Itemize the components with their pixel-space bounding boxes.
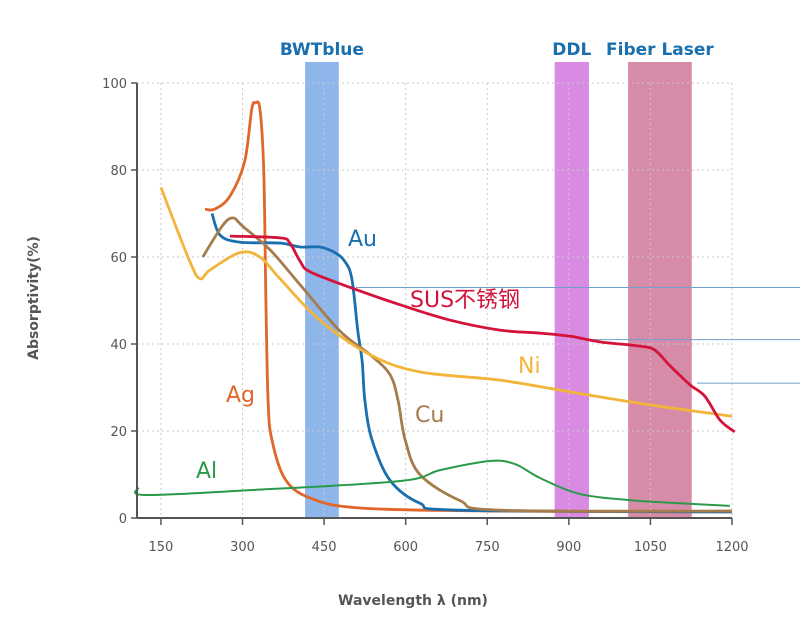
x-tick-label: 1050	[634, 540, 667, 555]
y-tick-label: 40	[110, 338, 127, 353]
band-1	[554, 62, 589, 518]
band-label: DDL	[552, 40, 591, 60]
y-tick-label: 80	[110, 164, 127, 179]
y-tick-label: 0	[119, 512, 127, 527]
series-line-0	[204, 100, 733, 514]
series-label: Al	[196, 459, 217, 484]
y-tick-label: 100	[102, 77, 127, 92]
band-0	[305, 62, 339, 518]
x-tick-label: 1200	[715, 540, 748, 555]
x-tick-label: 300	[230, 540, 255, 555]
series-label: Ag	[226, 383, 255, 408]
series-line-3	[159, 186, 733, 418]
band-2	[628, 62, 692, 518]
y-tick-label: 20	[110, 425, 127, 440]
series-label: Cu	[415, 403, 444, 428]
x-tick-label: 600	[393, 540, 418, 555]
series-line-5	[134, 459, 730, 507]
x-tick-label: 450	[312, 540, 337, 555]
y-tick-label: 60	[110, 251, 127, 266]
series-line-2	[201, 216, 733, 513]
series-label: SUS不锈钢	[410, 288, 520, 313]
band-label: BWTblue	[280, 40, 364, 60]
series-label: Ni	[518, 354, 541, 379]
series-line-4	[229, 234, 736, 433]
x-tick-label: 150	[149, 540, 174, 555]
x-tick-label: 900	[556, 540, 581, 555]
x-tick-label: 750	[475, 540, 500, 555]
series-line-1	[210, 213, 733, 514]
band-label: Fiber Laser	[606, 40, 714, 60]
series-label: Au	[348, 227, 377, 252]
y-axis-label: Absorptivity(%)	[26, 236, 42, 360]
x-axis-label: Wavelength λ (nm)	[338, 593, 488, 609]
